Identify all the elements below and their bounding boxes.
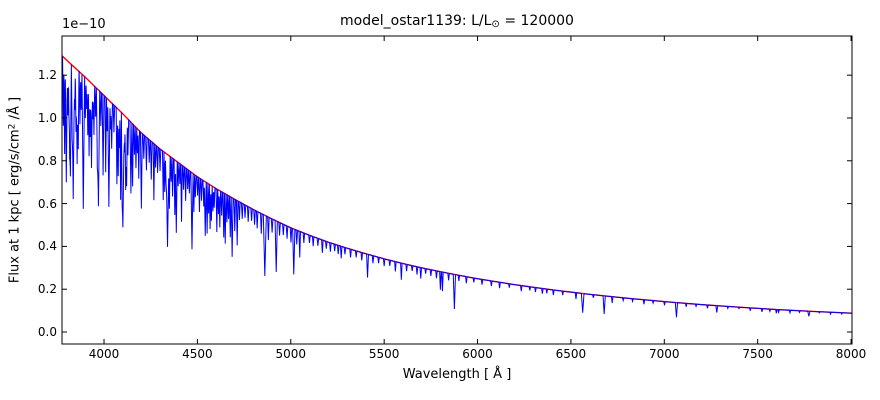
x-tick-label: 6500 <box>555 347 587 361</box>
y-axis-offset-label: 1e−10 <box>62 17 106 32</box>
y-tick-label: 0.8 <box>37 153 57 168</box>
y-tick-label: 0.2 <box>37 282 57 297</box>
y-tick-label: 0.4 <box>37 239 57 254</box>
x-tick-label: 7000 <box>649 347 680 361</box>
x-tick-label: 4500 <box>182 347 213 361</box>
x-tick-label: 5000 <box>275 347 307 361</box>
x-tick-label: 5500 <box>368 347 400 361</box>
plot-area <box>62 36 852 344</box>
sun-symbol: ⊙ <box>491 19 500 31</box>
spectrum-line <box>61 55 853 318</box>
x-tick-label: 4000 <box>88 347 120 361</box>
x-tick-label: 8000 <box>835 347 867 361</box>
y-tick-label: 1.2 <box>37 68 57 83</box>
y-tick-label: 0.6 <box>37 196 57 211</box>
axis-ticks <box>62 36 852 344</box>
plot-title: model_ostar1139: L/L⊙ = 120000 <box>62 13 852 31</box>
y-tick-label: 1.0 <box>37 110 57 125</box>
plot-frame <box>61 35 853 345</box>
x-axis-label: Wavelength [ Å ] <box>402 367 512 382</box>
plot-title-text: model_ostar1139: L/L <box>340 13 492 29</box>
y-tick-label: 0.0 <box>37 325 57 339</box>
x-tick-label: 7500 <box>742 347 773 361</box>
x-tick-label: 6000 <box>462 347 493 361</box>
plot-title-value: = 120000 <box>499 13 574 29</box>
